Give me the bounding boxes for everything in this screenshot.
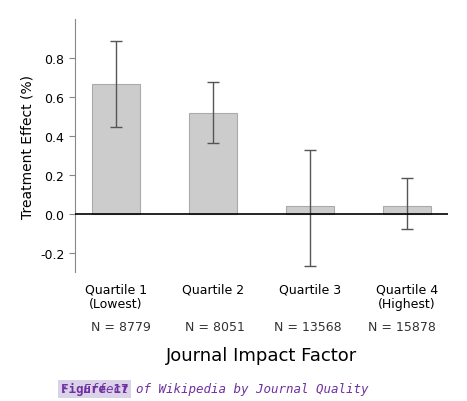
Text: :  Effect of Wikipedia by Journal Quality: : Effect of Wikipedia by Journal Quality bbox=[61, 383, 368, 395]
Text: N = 8051: N = 8051 bbox=[185, 320, 245, 333]
Text: N = 15878: N = 15878 bbox=[368, 320, 436, 333]
Bar bbox=[286, 207, 334, 215]
Bar bbox=[189, 113, 237, 215]
Text: Figure 17: Figure 17 bbox=[61, 383, 128, 395]
Text: N = 8779: N = 8779 bbox=[92, 320, 151, 333]
Bar bbox=[92, 85, 140, 215]
Bar bbox=[383, 207, 432, 215]
Text: N = 13568: N = 13568 bbox=[275, 320, 342, 333]
Y-axis label: Treatment Effect (%): Treatment Effect (%) bbox=[21, 75, 35, 218]
Text: Journal Impact Factor: Journal Impact Factor bbox=[166, 346, 357, 364]
